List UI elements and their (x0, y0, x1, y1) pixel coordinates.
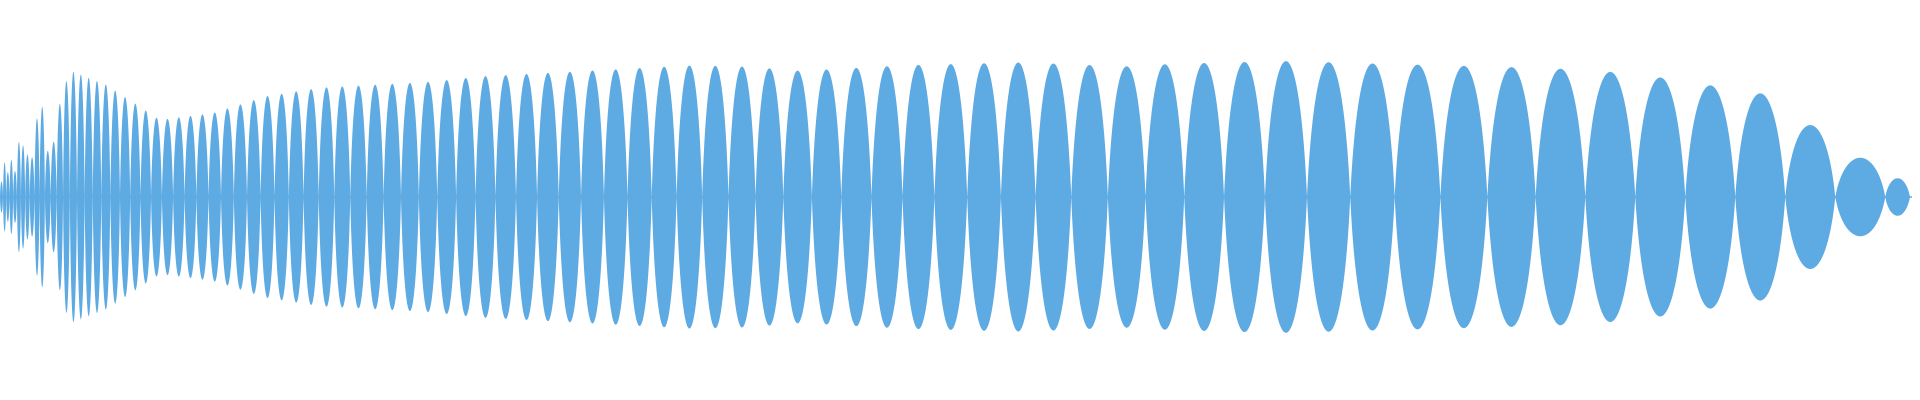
waveform-lobes (0, 61, 1912, 333)
